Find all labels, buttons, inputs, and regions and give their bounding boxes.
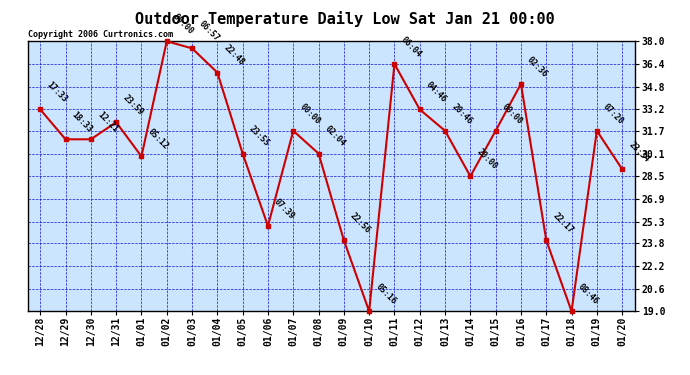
Text: 12:21: 12:21 <box>95 110 119 134</box>
Text: 20:46: 20:46 <box>450 102 473 126</box>
Text: 07:20: 07:20 <box>602 102 625 126</box>
Text: 20:00: 20:00 <box>475 147 499 171</box>
Text: 00:00: 00:00 <box>500 102 524 126</box>
Text: 22:56: 22:56 <box>348 211 373 235</box>
Text: 17:33: 17:33 <box>45 81 69 105</box>
Text: 23:34: 23:34 <box>627 140 651 164</box>
Text: 06:57: 06:57 <box>197 20 221 44</box>
Text: 05:12: 05:12 <box>146 128 170 152</box>
Text: 08:46: 08:46 <box>576 282 600 306</box>
Text: 04:46: 04:46 <box>424 81 448 105</box>
Text: 02:36: 02:36 <box>526 55 549 79</box>
Text: 05:16: 05:16 <box>374 282 397 306</box>
Text: 00:00: 00:00 <box>298 102 322 126</box>
Text: Copyright 2006 Curtronics.com: Copyright 2006 Curtronics.com <box>28 30 172 39</box>
Text: 18:33: 18:33 <box>70 110 94 134</box>
Text: 06:04: 06:04 <box>399 35 423 59</box>
Text: Outdoor Temperature Daily Low Sat Jan 21 00:00: Outdoor Temperature Daily Low Sat Jan 21… <box>135 11 555 27</box>
Text: 23:55: 23:55 <box>247 124 271 148</box>
Text: 22:17: 22:17 <box>551 211 575 235</box>
Text: 00:00: 00:00 <box>171 12 195 36</box>
Text: 23:59: 23:59 <box>121 93 145 117</box>
Text: 22:48: 22:48 <box>222 44 246 68</box>
Text: 07:39: 07:39 <box>273 197 297 221</box>
Text: 02:04: 02:04 <box>323 124 347 148</box>
